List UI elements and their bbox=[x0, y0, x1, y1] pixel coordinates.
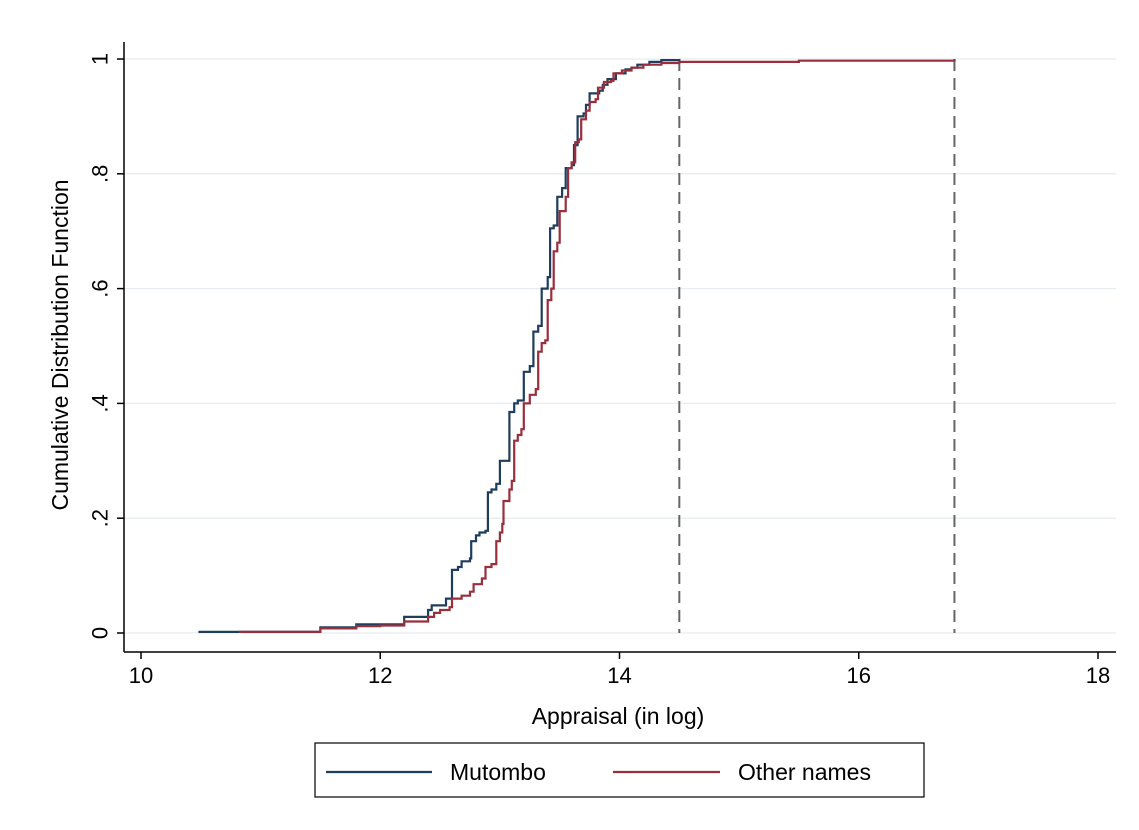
y-tick-label-2: .4 bbox=[88, 394, 113, 412]
x-tick-label-1: 12 bbox=[368, 663, 392, 688]
reference-lines bbox=[678, 59, 956, 633]
legend-label-other-names: Other names bbox=[738, 759, 871, 785]
y-axis-title: Cumulative Distribution Function bbox=[47, 179, 73, 510]
x-tick-label-0: 10 bbox=[129, 663, 153, 688]
x-ticks: 10 12 14 16 18 bbox=[129, 652, 1110, 688]
y-tick-label-3: .6 bbox=[88, 279, 113, 297]
y-ticks: 0 .2 .4 .6 .8 1 bbox=[88, 53, 124, 639]
y-tick-label-5: 1 bbox=[88, 53, 113, 65]
y-tick-label-4: .8 bbox=[88, 165, 113, 183]
legend: Mutombo Other names bbox=[314, 742, 925, 798]
x-tick-label-3: 16 bbox=[847, 663, 871, 688]
x-axis-title: Appraisal (in log) bbox=[532, 703, 705, 729]
x-tick-label-2: 14 bbox=[607, 663, 631, 688]
y-tick-label-0: 0 bbox=[88, 627, 113, 639]
series-line-other-names bbox=[239, 59, 956, 633]
legend-box bbox=[314, 742, 925, 798]
x-tick-label-4: 18 bbox=[1086, 663, 1110, 688]
series-lines bbox=[198, 59, 956, 633]
legend-label-mutombo: Mutombo bbox=[450, 759, 546, 785]
series-line-mutombo bbox=[198, 59, 681, 633]
y-tick-label-1: .2 bbox=[88, 509, 113, 527]
